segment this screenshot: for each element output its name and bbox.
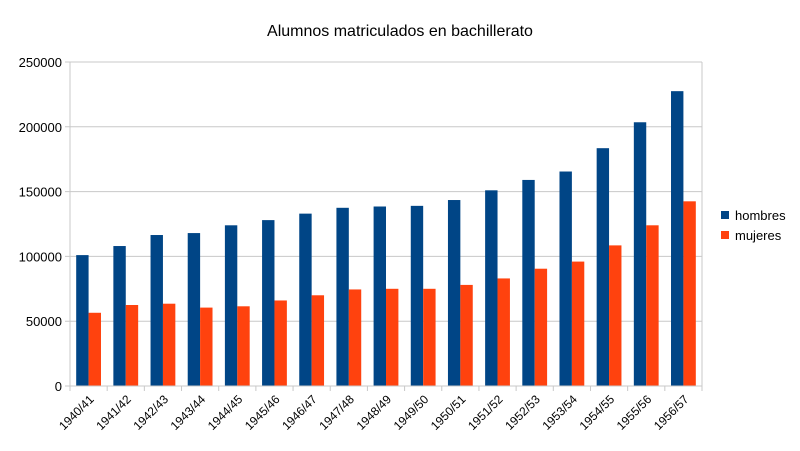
y-tick-label: 100000 [19,249,62,264]
x-tick-label: 1943/44 [168,392,209,433]
x-tick-label: 1953/54 [539,392,580,433]
x-tick-label: 1951/52 [465,392,506,433]
bar-mujeres [237,306,250,386]
legend-label-mujeres: mujeres [735,228,782,243]
x-tick-label: 1948/49 [354,392,395,433]
bar-hombres [150,235,163,386]
bar-hombres [187,233,201,386]
x-tick-label: 1947/48 [316,392,357,433]
bar-hombres [113,246,126,386]
x-tick-label: 1940/41 [56,392,97,433]
y-tick-label: 200000 [19,120,62,135]
x-tick-label: 1950/51 [428,392,469,433]
legend-label-hombres: hombres [735,208,786,223]
bar-mujeres [683,201,696,386]
x-tick-label: 1956/57 [651,392,692,433]
bar-mujeres [423,288,436,386]
bar-mujeres [571,261,585,386]
x-tick-label: 1955/56 [614,392,655,433]
bar-mujeres [497,278,510,386]
y-tick-label: 250000 [19,55,62,70]
legend-swatch-hombres [721,211,729,219]
x-tick-label: 1945/46 [242,392,283,433]
bar-hombres [447,200,461,386]
x-tick-label: 1954/55 [577,392,618,433]
bar-mujeres [162,303,176,386]
bar-hombres [410,205,424,386]
x-tick-label: 1941/42 [93,392,134,433]
y-tick-label: 50000 [26,314,62,329]
bar-hombres [522,179,535,386]
bar-hombres [373,206,386,386]
legend-swatch-mujeres [721,231,729,239]
bar-hombres [485,190,498,386]
bar-mujeres [88,312,101,386]
bar-mujeres [534,268,548,386]
bar-mujeres [646,225,659,386]
bar-hombres [559,171,572,386]
bar-hombres [262,220,275,386]
x-tick-label: 1944/45 [205,392,246,433]
bar-hombres [76,255,89,386]
bar-mujeres [348,289,362,386]
x-tick-label: 1946/47 [279,392,320,433]
bar-hombres [299,213,312,386]
bar-mujeres [200,307,213,386]
bar-mujeres [609,245,622,386]
bar-hombres [671,91,684,386]
y-tick-label: 0 [55,379,62,394]
bar-mujeres [125,305,139,386]
bar-hombres [224,225,238,386]
bar-mujeres [386,288,399,386]
x-tick-label: 1942/43 [130,392,171,433]
bar-hombres [633,122,647,386]
bar-hombres [336,207,349,386]
x-tick-label: 1949/50 [391,392,432,433]
chart-title: Alumnos matriculados en bachillerato [267,23,533,40]
y-tick-label: 150000 [19,185,62,200]
bar-mujeres [274,300,287,386]
bar-hombres [596,148,610,386]
bar-mujeres [311,295,325,386]
bar-mujeres [460,284,473,386]
x-tick-label: 1952/53 [502,392,543,433]
